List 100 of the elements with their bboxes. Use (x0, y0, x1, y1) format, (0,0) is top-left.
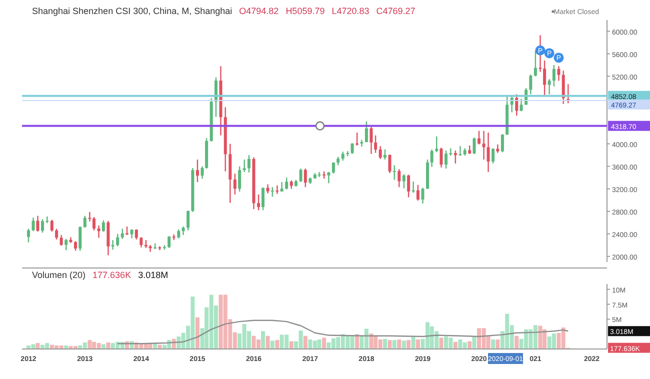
candlestick (478, 130, 481, 145)
bar (397, 339, 402, 349)
candlestick (36, 215, 40, 232)
bar (439, 338, 444, 349)
candlestick (78, 226, 82, 252)
text: H5059.79 (286, 6, 325, 16)
bar (266, 336, 270, 349)
bar (106, 342, 110, 349)
candlestick (26, 228, 30, 243)
candlestick (392, 164, 396, 180)
candlestick (233, 173, 236, 196)
bar (388, 340, 392, 349)
bar (411, 337, 416, 349)
candlestick (486, 132, 490, 173)
bar (468, 341, 472, 349)
bar (472, 336, 476, 349)
candlestick (562, 70, 565, 104)
candlestick (378, 145, 382, 160)
candlestick (515, 94, 518, 116)
bar (416, 339, 420, 349)
bar (88, 340, 92, 349)
candlestick (552, 64, 556, 88)
candlestick (444, 150, 448, 170)
candlestick (472, 137, 476, 155)
line-series (117, 320, 569, 344)
candlestick (430, 148, 434, 168)
text: 3.018M (138, 270, 168, 280)
chart-title: Volumen (20) (32, 270, 86, 280)
candlestick (242, 158, 246, 173)
candlestick (364, 120, 368, 143)
bar (382, 338, 387, 349)
bar (303, 336, 308, 349)
candlestick (50, 219, 54, 232)
candlestick (238, 166, 242, 192)
candlestick (327, 171, 330, 184)
candlestick (55, 228, 58, 240)
bar (406, 340, 411, 349)
candlestick (374, 134, 378, 154)
bar (444, 336, 448, 349)
text: O4794.82 (239, 6, 279, 16)
candlestick (318, 171, 321, 178)
candlestick (140, 236, 143, 248)
candlestick (341, 151, 344, 162)
candlestick (356, 132, 359, 146)
candlestick (97, 224, 100, 238)
candlestick (247, 154, 250, 174)
candlestick (520, 98, 523, 112)
bar (552, 333, 556, 349)
bar (195, 317, 200, 349)
candlestick (32, 216, 35, 232)
bar (496, 339, 500, 349)
candlestick (557, 66, 560, 82)
candlestick (383, 148, 386, 160)
candlestick (64, 238, 68, 251)
candlestick (402, 174, 406, 189)
candlestick (41, 218, 44, 234)
bar (270, 340, 274, 349)
candlestick (370, 126, 373, 155)
candlestick (492, 148, 495, 164)
candlestick (285, 176, 288, 190)
candlestick (257, 194, 260, 211)
candlestick (168, 236, 171, 249)
candlestick (111, 239, 114, 250)
bar (514, 336, 519, 349)
bar (491, 339, 496, 349)
candlestick (440, 147, 443, 168)
candlestick (266, 184, 270, 194)
candlestick (482, 130, 486, 160)
candlestick (388, 154, 392, 174)
candlestick (346, 150, 350, 157)
candlestick (276, 184, 279, 194)
candlestick (304, 168, 307, 188)
candlestick (458, 145, 462, 156)
bar (101, 344, 106, 349)
candlestick (534, 50, 537, 77)
candlestick (106, 220, 110, 256)
candlestick (360, 139, 364, 148)
candlestick (60, 234, 63, 246)
text: C4769.27 (376, 6, 416, 16)
candlestick (74, 240, 78, 252)
bar (322, 338, 326, 349)
bar (453, 342, 458, 349)
candlestick (398, 168, 401, 188)
candlestick (158, 246, 162, 251)
candlestick (529, 74, 532, 95)
candlestick (177, 228, 180, 239)
bar (369, 333, 374, 349)
candlestick (200, 166, 204, 180)
bar (317, 339, 322, 349)
bar (275, 340, 280, 349)
bar (402, 340, 406, 349)
chart-title: Shanghai Shenzhen CSI 300, China, M, Shanghai (32, 6, 232, 16)
candlestick (262, 187, 264, 211)
bar (538, 326, 542, 349)
bar (261, 331, 265, 349)
bar (289, 341, 294, 349)
text: L4720.83 (332, 6, 370, 16)
candlestick (500, 134, 504, 153)
candlestick (421, 187, 424, 204)
candlestick (407, 174, 410, 198)
